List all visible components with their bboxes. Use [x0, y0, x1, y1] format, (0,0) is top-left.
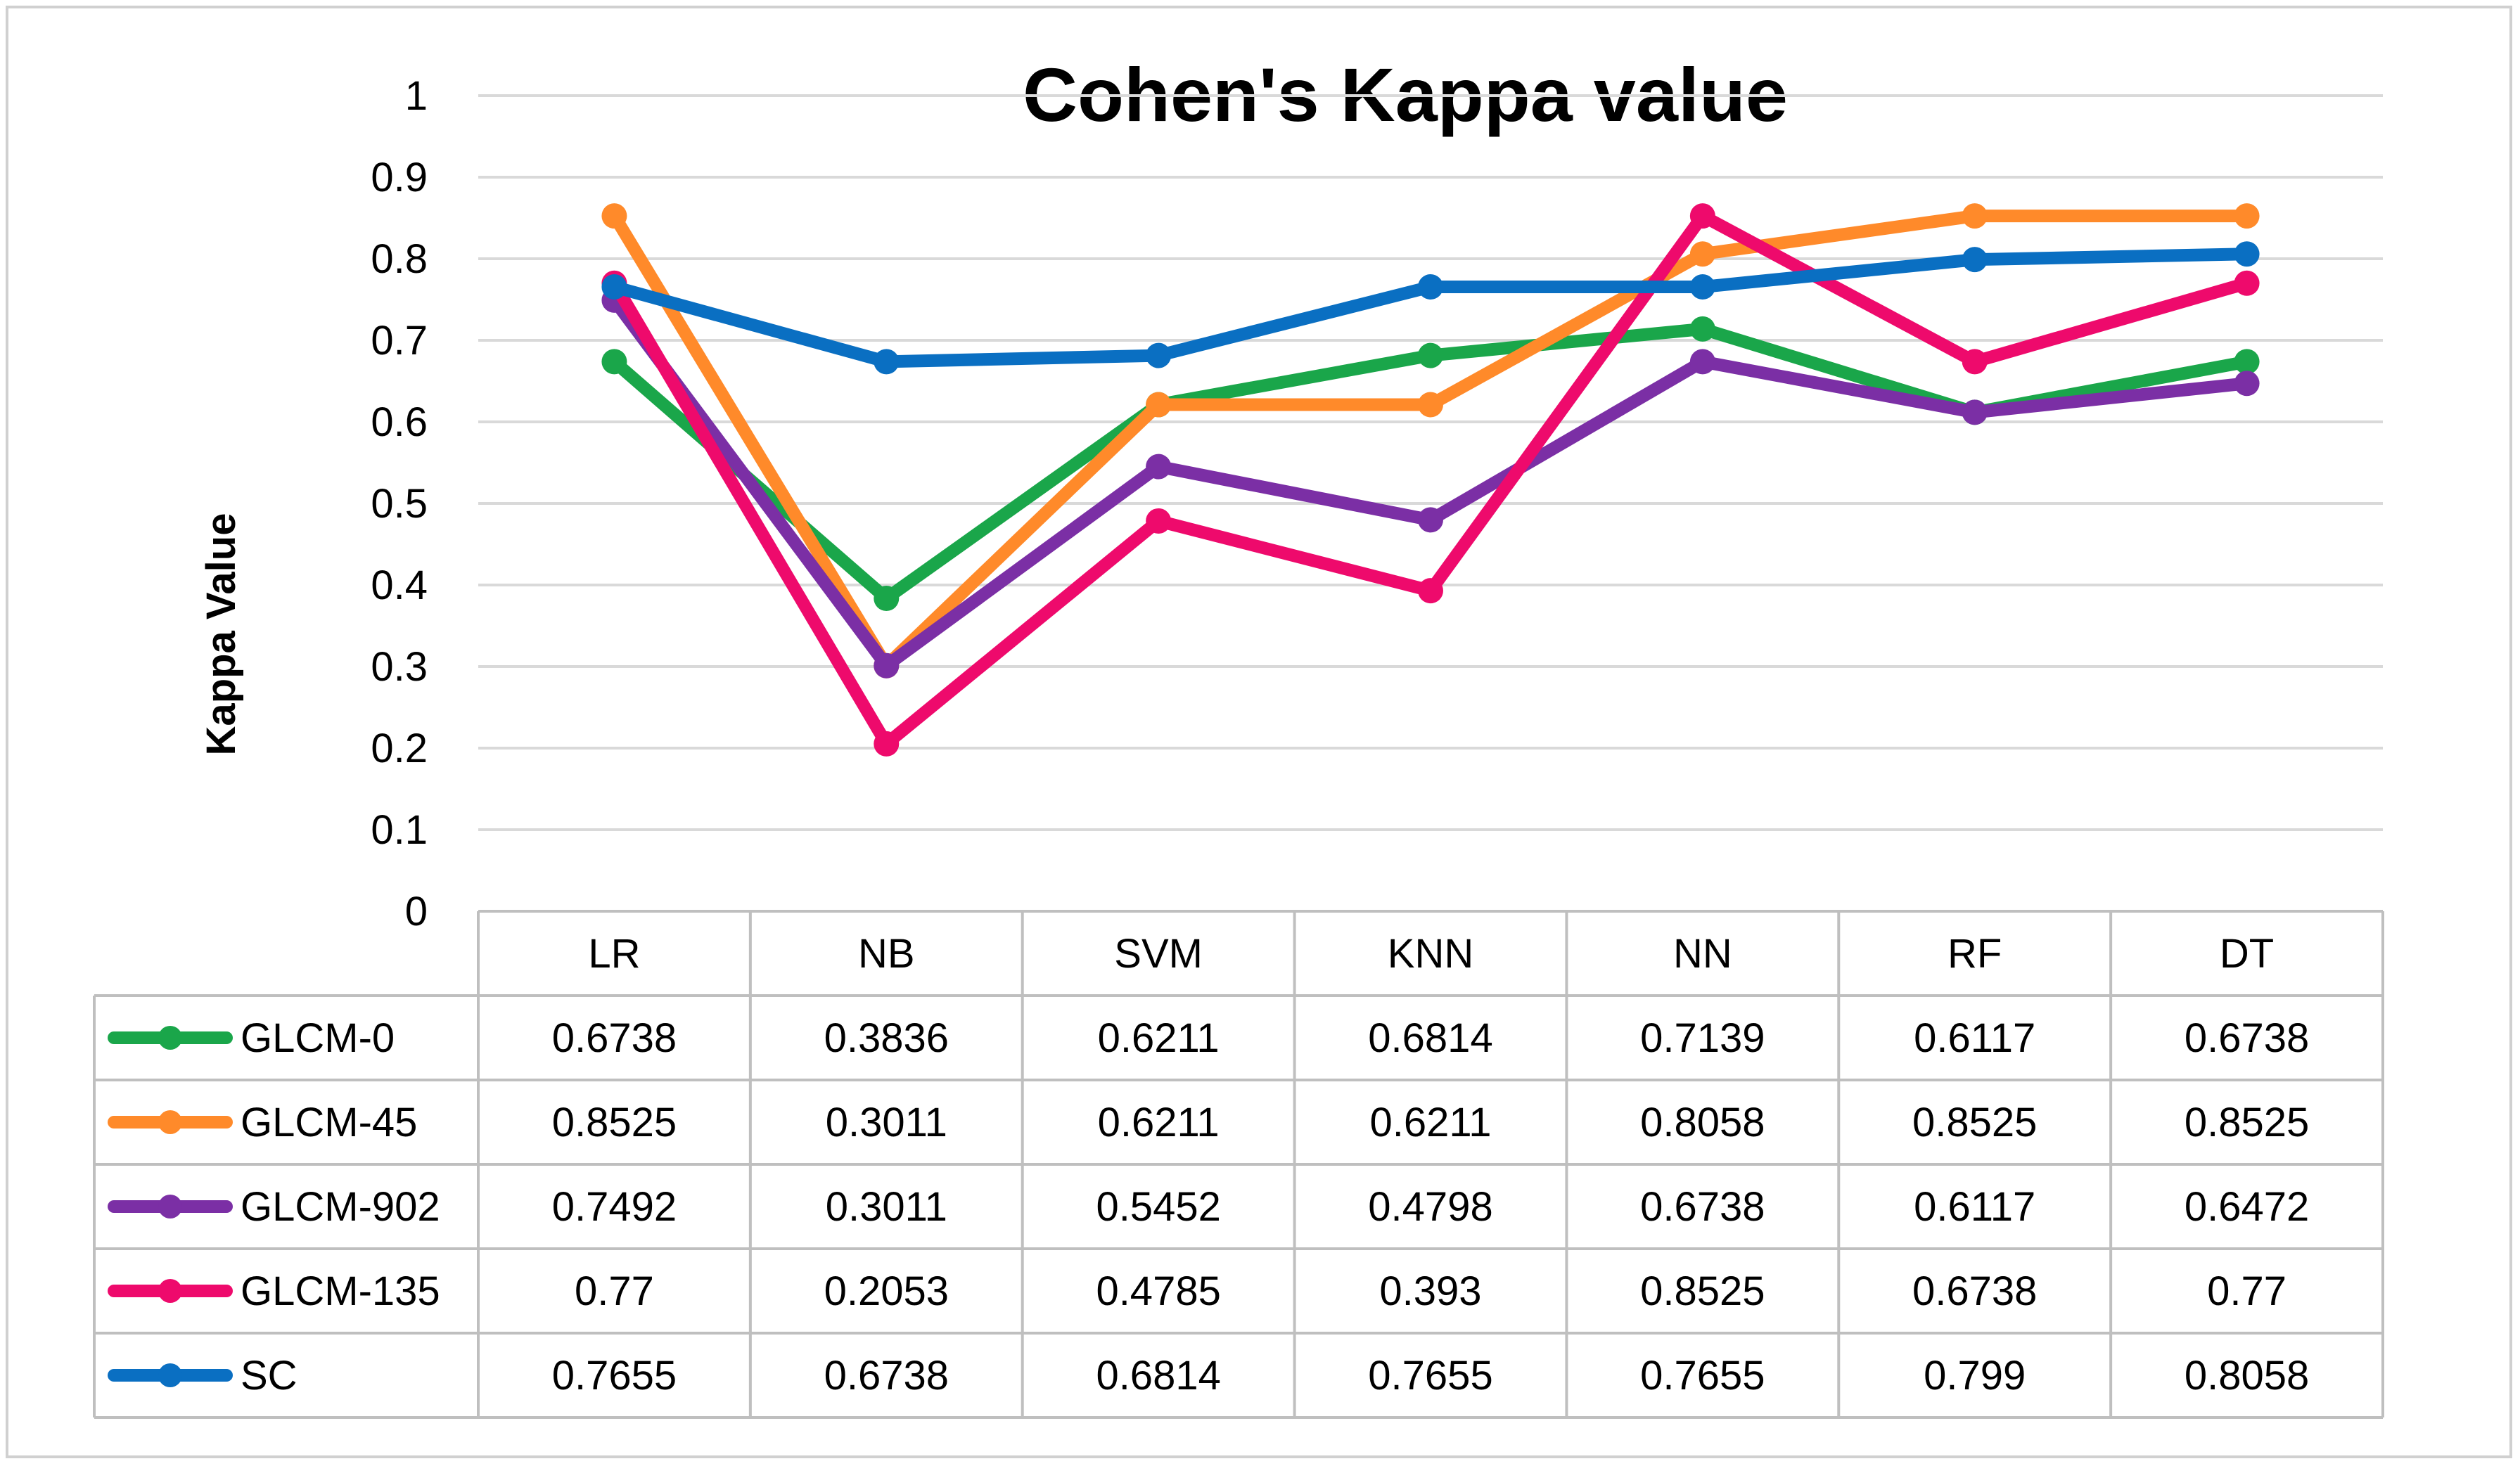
data-point-glcm-45 — [1146, 392, 1172, 418]
y-tick-label: 0.1 — [371, 807, 428, 853]
legend-swatch-marker — [158, 1110, 182, 1134]
table-cell-value: 0.4798 — [1368, 1184, 1492, 1230]
table-cell-value: 0.6738 — [1912, 1268, 2037, 1314]
table-cell-value: 0.7492 — [552, 1184, 677, 1230]
data-point-glcm-0 — [2234, 349, 2260, 375]
chart-frame: Cohen's Kappa value Kappa Value 0 0.1 0.2 0… — [6, 6, 2512, 1458]
table-cell-value: 0.6472 — [2185, 1184, 2309, 1230]
table-cell-value: 0.6117 — [1914, 1184, 2035, 1230]
data-point-glcm-135 — [1146, 508, 1172, 534]
table-cell-value: 0.7655 — [552, 1353, 677, 1399]
legend-label: GLCM-135 — [241, 1268, 440, 1314]
table-cell-value: 0.6738 — [2185, 1015, 2309, 1061]
x-category-label: NN — [1673, 931, 1732, 977]
table-cell-value: 0.6814 — [1096, 1353, 1220, 1399]
series-line-glcm-0 — [608, 322, 2253, 605]
y-tick-label: 1 — [405, 73, 428, 119]
data-point-glcm-135 — [1962, 349, 1988, 375]
legend-label: SC — [241, 1353, 298, 1399]
table-cell-value: 0.8058 — [1640, 1100, 1765, 1145]
y-tick-label: 0.8 — [371, 236, 428, 282]
data-point-glcm-902 — [1418, 507, 1443, 533]
table-cell-value: 0.8525 — [1640, 1268, 1765, 1314]
x-category-label: DT — [2220, 931, 2274, 977]
y-tick-label: 0.2 — [371, 726, 428, 771]
table-cell-value: 0.7139 — [1640, 1015, 1765, 1061]
table-cell-value: 0.799 — [1924, 1353, 2026, 1399]
data-point-sc — [874, 349, 900, 375]
data-point-sc — [1418, 274, 1443, 300]
table-cell-value: 0.6738 — [824, 1353, 949, 1399]
x-category-label: NB — [858, 931, 915, 977]
legend-swatch-marker — [158, 1195, 182, 1219]
y-tick-label: 0.5 — [371, 481, 428, 527]
table-cell-value: 0.77 — [575, 1268, 654, 1314]
legend-label: GLCM-0 — [241, 1015, 395, 1061]
legend-swatch-marker — [158, 1279, 182, 1303]
data-point-glcm-45 — [601, 203, 627, 229]
data-point-glcm-902 — [1962, 399, 1988, 425]
legend-swatch-marker — [158, 1026, 182, 1050]
table-cell-value: 0.6814 — [1368, 1015, 1492, 1061]
data-point-glcm-0 — [601, 349, 627, 375]
table-cell-value: 0.393 — [1379, 1268, 1481, 1314]
x-category-label: RF — [1947, 931, 2002, 977]
data-point-glcm-0 — [874, 586, 900, 612]
table-cell-value: 0.6738 — [552, 1015, 677, 1061]
x-category-label: SVM — [1114, 931, 1203, 977]
data-point-glcm-135 — [1689, 203, 1715, 229]
table-cell-value: 0.8058 — [2185, 1353, 2309, 1399]
table-cell-value: 0.6117 — [1914, 1015, 2035, 1061]
data-point-sc — [1962, 247, 1988, 273]
table-cell-value: 0.6211 — [1369, 1100, 1491, 1145]
y-tick-label: 0.4 — [371, 562, 428, 608]
table-cell-value: 0.7655 — [1368, 1353, 1492, 1399]
data-point-glcm-45 — [1418, 392, 1443, 418]
legend-label: GLCM-902 — [241, 1184, 440, 1230]
data-point-sc — [1146, 342, 1172, 368]
data-point-glcm-0 — [1689, 316, 1715, 342]
x-category-label: KNN — [1388, 931, 1473, 977]
data-point-glcm-902 — [1146, 454, 1172, 480]
data-point-glcm-902 — [2234, 371, 2260, 397]
data-point-glcm-135 — [874, 731, 900, 757]
table-cell-value: 0.7655 — [1640, 1353, 1765, 1399]
legend-swatch-marker — [158, 1363, 182, 1387]
table-cell-value: 0.77 — [2207, 1268, 2286, 1314]
y-axis-label: Kappa Value — [198, 513, 244, 756]
y-tick-label: 0.3 — [371, 644, 428, 690]
data-point-glcm-45 — [1689, 241, 1715, 267]
table-cell-value: 0.3836 — [824, 1015, 949, 1061]
data-point-sc — [1689, 274, 1715, 300]
data-point-glcm-902 — [874, 652, 900, 679]
table-cell-value: 0.6211 — [1098, 1015, 1220, 1061]
y-tick-label: 0.7 — [371, 318, 428, 364]
table-cell-value: 0.2053 — [824, 1268, 949, 1314]
data-point-glcm-45 — [2234, 203, 2260, 229]
table-cell-value: 0.8525 — [2185, 1100, 2309, 1145]
table-cell-value: 0.3011 — [826, 1184, 947, 1230]
legend-label: GLCM-45 — [241, 1100, 417, 1145]
table-cell-value: 0.8525 — [1912, 1100, 2037, 1145]
data-point-glcm-135 — [1418, 578, 1443, 604]
data-point-glcm-45 — [1962, 203, 1988, 229]
table-cell-value: 0.6211 — [1098, 1100, 1220, 1145]
table-cell-value: 0.6738 — [1640, 1184, 1765, 1230]
table-cell-value: 0.5452 — [1096, 1184, 1220, 1230]
y-tick-label: 0.6 — [371, 399, 428, 445]
table-cell-value: 0.3011 — [826, 1100, 947, 1145]
kappa-line-chart: Cohen's Kappa value Kappa Value 00.10.20… — [93, 52, 2384, 1419]
table-cell-value: 0.8525 — [552, 1100, 677, 1145]
data-point-glcm-0 — [1418, 342, 1443, 368]
y-tick-label: 0.9 — [371, 155, 428, 200]
data-point-sc — [601, 274, 627, 300]
data-point-glcm-902 — [1689, 349, 1715, 375]
data-point-glcm-135 — [2234, 270, 2260, 296]
table-cell-value: 0.4785 — [1096, 1268, 1220, 1314]
y-tick-label: 0 — [405, 889, 428, 934]
data-point-sc — [2234, 241, 2260, 267]
x-category-label: LR — [588, 931, 640, 977]
